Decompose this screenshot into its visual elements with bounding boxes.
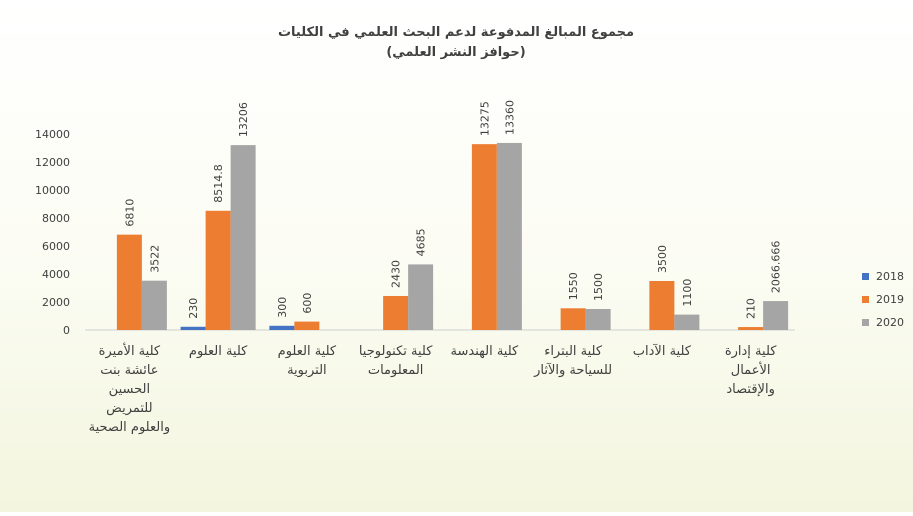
x-category-label: كلية الهندسة (451, 344, 520, 359)
x-category-label: الحسين (109, 382, 150, 397)
chart-title: مجموع المبالغ المدفوعة لدعم البحث العلمي… (278, 25, 634, 40)
data-label: 1100 (681, 279, 694, 307)
x-category-label: الأعمال (731, 361, 771, 378)
data-label: 3500 (656, 245, 669, 273)
x-category-label: والإقتصاد (726, 382, 774, 397)
legend-label: 2018 (876, 270, 904, 283)
x-category-label: التربوية (287, 363, 327, 378)
bar-2019 (738, 327, 764, 330)
bar-2019 (649, 281, 675, 330)
data-label: 6810 (123, 199, 136, 227)
y-tick-label: 0 (63, 324, 70, 337)
bar-2020 (496, 142, 522, 330)
x-category-label: كلية العلوم (278, 344, 337, 359)
data-label: 300 (276, 297, 289, 318)
data-label: 210 (745, 298, 758, 319)
bar-2020 (230, 145, 256, 330)
x-category-label: كلية إدارة (725, 344, 777, 359)
data-label: 230 (187, 298, 200, 319)
legend-swatch-2019 (862, 296, 869, 303)
bar-2019 (294, 321, 320, 330)
data-label: 3522 (148, 245, 161, 273)
x-category-label: عائشة بنت (100, 363, 158, 378)
x-category-label: للتمريض (106, 401, 152, 416)
x-category-label: كلية تكنولوجيا (359, 344, 433, 359)
data-label: 2066.666 (770, 241, 783, 294)
bar-2019 (116, 234, 142, 330)
x-category-label: المعلومات (368, 363, 424, 378)
x-category-label: كلية الأميرة (99, 342, 161, 359)
data-label: 13360 (503, 100, 516, 135)
bar-2019 (471, 144, 497, 330)
data-label: 2430 (390, 260, 403, 288)
legend-label: 2020 (876, 316, 904, 329)
y-tick-label: 14000 (35, 128, 70, 141)
legend-swatch-2018 (862, 273, 869, 280)
data-label: 1500 (592, 273, 605, 301)
x-category-label: كلية الآداب (633, 343, 692, 359)
bar-2018 (180, 326, 206, 330)
bar-2020 (141, 280, 167, 330)
y-tick-label: 2000 (42, 296, 70, 309)
y-tick-label: 4000 (42, 268, 70, 281)
data-label: 13206 (237, 102, 250, 137)
x-category-label: كلية البتراء (544, 344, 603, 359)
x-category-label: للسياحة والآثار (533, 362, 612, 378)
data-label: 13275 (478, 101, 491, 136)
y-tick-label: 12000 (35, 156, 70, 169)
x-category-label: كلية العلوم (189, 344, 248, 359)
y-tick-label: 6000 (42, 240, 70, 253)
bar-2020 (674, 314, 700, 330)
data-label: 1550 (567, 272, 580, 300)
bar-2018 (269, 325, 295, 330)
chart-subtitle: (حوافز النشر العلمي) (386, 45, 525, 60)
data-label: 600 (301, 293, 314, 314)
bar-2019 (383, 295, 409, 330)
y-tick-label: 10000 (35, 184, 70, 197)
data-label: 8514.8 (212, 164, 225, 203)
bar-2019 (560, 308, 586, 330)
y-tick-label: 8000 (42, 212, 70, 225)
legend-swatch-2020 (862, 319, 869, 326)
bar-2020 (408, 264, 434, 330)
bar-2020 (585, 309, 611, 330)
data-label: 4685 (415, 228, 428, 256)
bar-2020 (763, 301, 789, 330)
bar-2019 (205, 210, 231, 330)
legend-label: 2019 (876, 293, 904, 306)
x-category-label: والعلوم الصحية (89, 420, 170, 435)
